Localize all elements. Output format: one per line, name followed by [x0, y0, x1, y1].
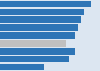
Bar — [0, 1, 91, 7]
Bar — [0, 48, 75, 55]
Bar — [0, 9, 84, 15]
Bar — [0, 40, 66, 47]
Bar — [0, 64, 44, 70]
Bar — [0, 56, 69, 62]
Bar — [0, 16, 81, 23]
Bar — [0, 32, 75, 39]
Bar — [0, 24, 78, 31]
